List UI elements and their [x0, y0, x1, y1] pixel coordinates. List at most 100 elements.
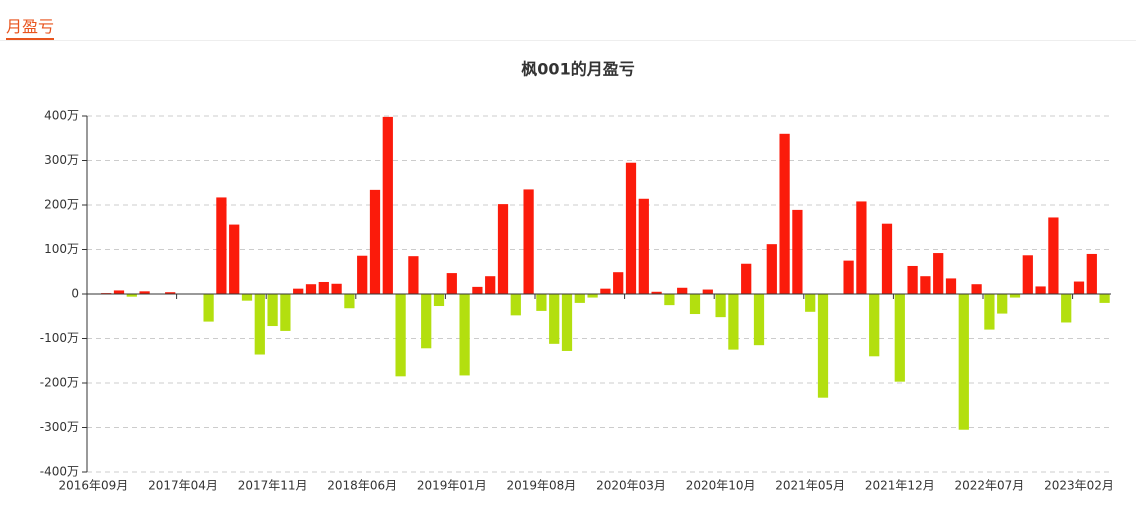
bar [485, 276, 496, 294]
bar [856, 201, 867, 294]
bar [433, 294, 445, 307]
bar [561, 294, 573, 351]
x-tick-label: 2021年12月 [865, 479, 935, 493]
bar [113, 290, 125, 294]
bar [1061, 294, 1072, 323]
y-tick-label: 400万 [44, 109, 79, 123]
bar [600, 288, 611, 294]
bar [1022, 255, 1033, 294]
bar [1048, 217, 1059, 294]
bar [741, 263, 752, 294]
bar [587, 294, 598, 298]
x-tick-label: 2019年08月 [506, 479, 576, 493]
bar [677, 287, 688, 294]
y-tick-label: 300万 [44, 153, 79, 167]
bar [549, 294, 560, 344]
x-tick-label: 2018年06月 [327, 479, 397, 493]
bar [1035, 286, 1046, 294]
bar [165, 292, 176, 294]
bar [408, 256, 419, 294]
bar [369, 189, 381, 294]
bar [664, 294, 675, 306]
bar [1099, 294, 1110, 303]
bar [933, 253, 944, 294]
x-tick-label: 2020年03月 [596, 479, 666, 493]
bar [869, 294, 880, 357]
y-tick-label: -300万 [40, 420, 79, 434]
bar [293, 288, 304, 294]
y-tick-label: 100万 [44, 242, 79, 256]
bar [997, 294, 1008, 314]
bar [229, 224, 240, 294]
bar [395, 294, 406, 377]
x-tick-label: 2017年04月 [148, 479, 218, 493]
x-tick-label: 2022年07月 [954, 479, 1024, 493]
bar [203, 294, 214, 322]
bar [625, 162, 637, 294]
bar [843, 260, 854, 294]
bar [817, 294, 829, 398]
bar [536, 294, 547, 311]
divider [0, 40, 1136, 41]
bar [792, 209, 803, 294]
bar [638, 198, 649, 294]
bar [382, 116, 393, 294]
x-tick-label: 2017年11月 [238, 479, 308, 493]
bar [881, 223, 893, 294]
bar [984, 294, 995, 330]
bar [689, 294, 701, 315]
y-tick-label: -400万 [40, 465, 79, 479]
bar [945, 278, 957, 294]
bar [357, 255, 368, 294]
bar [894, 294, 905, 382]
bar [318, 281, 329, 294]
x-tick-label: 2020年10月 [686, 479, 756, 493]
x-tick-label: 2023年02月 [1044, 479, 1114, 493]
y-tick-label: -200万 [40, 376, 79, 390]
bar [459, 294, 470, 376]
bar [267, 294, 278, 327]
bar [139, 291, 150, 294]
bar [651, 291, 662, 294]
bar [523, 189, 534, 294]
bar [1073, 281, 1085, 294]
bar [907, 265, 918, 294]
bar [574, 294, 585, 303]
bar [280, 294, 291, 331]
bar [421, 294, 432, 349]
bar [971, 284, 982, 294]
bar [728, 294, 739, 350]
bar [216, 197, 227, 294]
y-tick-label: 200万 [44, 198, 79, 212]
bar [254, 294, 265, 355]
y-tick-label: -100万 [40, 331, 79, 345]
x-tick-label: 2019年01月 [417, 479, 487, 493]
tab[interactable]: 月盈亏 [6, 16, 55, 40]
bar [958, 294, 969, 430]
bar [753, 294, 765, 346]
bar [241, 294, 253, 301]
bar [766, 244, 777, 294]
bar [920, 276, 931, 294]
bar [510, 294, 521, 316]
bar [702, 289, 713, 294]
bar [805, 294, 816, 312]
chart-title: 枫001的月盈亏 [521, 60, 634, 79]
bar [1009, 294, 1021, 298]
bar [1086, 253, 1097, 294]
bar [344, 294, 355, 309]
bar [126, 294, 137, 297]
bar [331, 283, 342, 294]
x-tick-label: 2021年05月 [775, 479, 845, 493]
bar [715, 294, 726, 318]
bar [613, 272, 624, 294]
bar [497, 204, 509, 294]
x-tick-label: 2016年09月 [58, 479, 128, 493]
bar [779, 133, 790, 294]
bar [472, 286, 483, 294]
bar [446, 273, 457, 294]
y-tick-label: 0 [71, 287, 79, 301]
bar [305, 284, 317, 294]
